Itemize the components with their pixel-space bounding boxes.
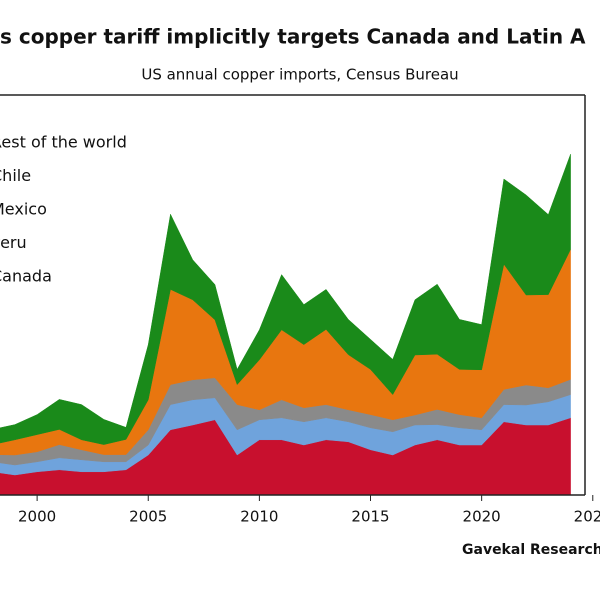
chart-title: s copper tariff implicitly targets Canad… — [0, 25, 586, 49]
x-tick-label: 2015 — [351, 508, 389, 526]
x-tick-label: 2000 — [18, 508, 56, 526]
legend-label: Chile — [0, 166, 31, 185]
legend-label: Canada — [0, 267, 52, 286]
x-tick-label: 2020 — [463, 508, 501, 526]
x-tick-label: 2005 — [129, 508, 167, 526]
legend: Canada Peru Mexico Chile Rest of the world — [0, 133, 127, 286]
x-tick-label: 2010 — [240, 508, 278, 526]
legend-label: Mexico — [0, 200, 47, 219]
legend-label: Rest of the world — [0, 133, 127, 152]
area — [0, 154, 571, 445]
source: Gavekal Research — [462, 542, 600, 558]
plot-area — [0, 154, 571, 496]
legend-label: Peru — [0, 233, 27, 252]
x-axis: 2000 2005 2010 2015 2020 2025 — [0, 494, 600, 526]
chart-subtitle: US annual copper imports, Census Bureau — [141, 66, 458, 84]
x-tick-label: 2025 — [574, 508, 600, 526]
